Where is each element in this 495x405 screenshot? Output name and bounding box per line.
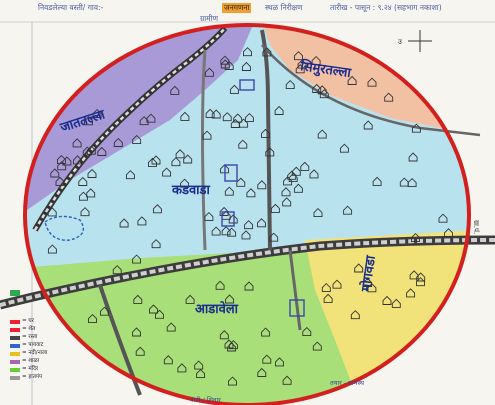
compass-rose: उ [398,30,432,52]
south-path [98,284,142,396]
region-label-south: आडावेला [195,301,239,317]
building-temple [221,211,235,227]
legend-item: = नदी/नाला [22,350,48,356]
compass-north-label: उ [398,38,402,46]
right-margin-text: ग्रा.पं. [472,220,480,234]
legend: = घर = शेत = रस्ता = पायवाट = नदी/नाला =… [22,317,47,381]
header-stamp: जनगणना [222,3,252,13]
building-office [224,164,238,182]
header-sub-text: ग्रामीण [200,14,219,23]
village-boundary [23,23,471,405]
region-label-east: मोगवडा [358,254,379,294]
center-path [201,49,207,251]
legend-item: = शेत [22,326,36,332]
north-road [260,29,272,251]
main-road-center [0,238,495,307]
region-label-center: कडवाडा [171,183,210,198]
footer-bottom-text: वाडी / शिवार [190,396,221,404]
legend-item: = रस्ता [22,334,38,340]
building-well [289,299,305,317]
header-mid-text: स्थळ निरीक्षण [265,3,303,12]
region-label-ne: सिमुरतल्ला [298,58,352,81]
legend-item: = मंदिर [22,366,39,372]
header-right-text: तारीख - पासून : ९.२४ (सहभाग नकाशा) [330,3,442,12]
building-school [239,79,255,91]
legend-item: = घर [22,318,34,324]
ne-boundary [261,44,481,137]
header-left-text: निवडलेल्या वस्ती/ गाव:- [38,3,104,12]
legend-swatches [10,290,20,380]
legend-item: = शाळा [22,358,40,364]
footer-right-text: तयार - ग्रामस्थ [330,379,365,387]
legend-item: = पायवाट [22,342,44,348]
legend-item: = हातपंप [22,374,43,380]
pond [44,215,84,241]
nw-road-center [33,27,226,231]
